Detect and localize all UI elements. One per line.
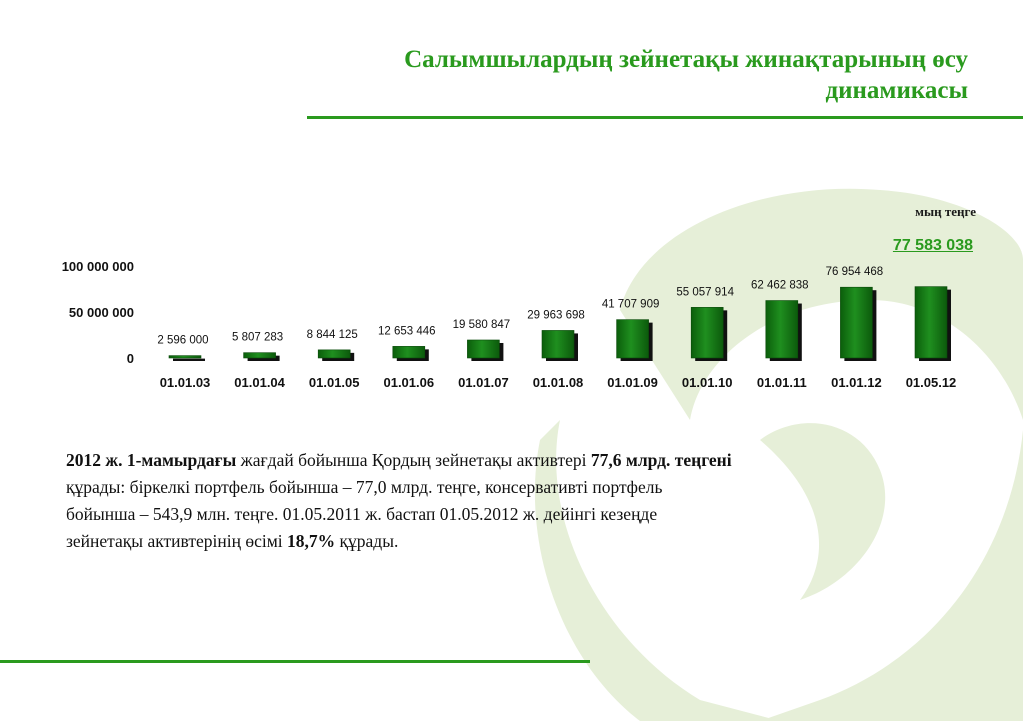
bars-group: [168, 286, 951, 361]
arc-decoration: [534, 420, 780, 721]
unit-label: мың теңге: [915, 204, 976, 219]
paragraph-line-2: құрады: біркелкі портфель бойынша – 77,0…: [66, 477, 663, 497]
page-title: Салымшылардың зейнетақы жинақтарының өсу…: [368, 44, 968, 106]
data-label: 41 707 909: [602, 299, 660, 311]
footer-line: [0, 660, 590, 663]
paragraph-text: жағдай бойынша Қордың зейнетақы активтер…: [236, 450, 591, 470]
arc-decoration-right: [760, 430, 1023, 721]
title-underline: [307, 116, 1023, 119]
data-label: 62 462 838: [751, 280, 809, 292]
bar: [914, 286, 948, 359]
x-tick-label: 01.01.03: [160, 375, 211, 390]
latest-value-highlight: 77 583 038: [892, 237, 973, 254]
paragraph-line-3: бойынша – 543,9 млн. теңге. 01.05.2011 ж…: [66, 504, 658, 524]
date-emphasis: 2012 ж. 1-мамырдағы: [66, 450, 237, 470]
x-tick-label: 01.01.05: [309, 375, 360, 390]
bar: [317, 349, 351, 359]
bar: [616, 319, 649, 359]
bar: [690, 307, 724, 359]
paragraph-text: құрады.: [335, 531, 399, 551]
bar: [467, 339, 500, 359]
bar-shadow: [173, 358, 205, 361]
bar: [243, 352, 276, 359]
leaf-decoration: [620, 188, 1023, 420]
bar: [840, 286, 873, 359]
x-tick-label: 01.01.04: [234, 375, 285, 390]
title-line-2: динамикасы: [825, 77, 968, 104]
x-tick-label: 01.01.09: [607, 375, 658, 390]
growth-emphasis: 18,7%: [287, 531, 336, 551]
data-labels-group: 2 596 000 5 807 283 8 844 125 12 653 446 19 …: [157, 266, 883, 346]
paragraph-line-1: 2012 ж. 1-мамырдағы жағдай бойынша Қорды…: [66, 447, 946, 474]
data-label: 8 844 125: [307, 329, 358, 341]
x-tick-label: 01.01.06: [383, 375, 434, 390]
x-tick-label: 01.01.10: [682, 375, 733, 390]
data-label: 29 963 698: [527, 309, 585, 321]
description-paragraph: 2012 ж. 1-мамырдағы жағдай бойынша Қорды…: [66, 447, 946, 555]
data-label: 55 057 914: [676, 286, 734, 298]
x-axis: 01.01.03 01.01.04 01.01.05 01.01.06 01.01.07…: [160, 375, 957, 390]
data-label: 76 954 468: [826, 266, 884, 278]
y-axis: 0 50 000 000 100 000 000: [62, 259, 134, 366]
paragraph-line-4: зейнетақы активтерінің өсімі 18,7% құрад…: [66, 528, 946, 555]
y-tick-label: 50 000 000: [69, 305, 134, 320]
amount-emphasis: 77,6 млрд. теңгені: [590, 450, 732, 470]
data-label: 5 807 283: [232, 332, 283, 344]
y-tick-label: 0: [127, 351, 134, 366]
data-label: 2 596 000: [157, 335, 208, 347]
x-tick-label: 01.01.11: [757, 375, 807, 390]
data-label: 12 653 446: [378, 325, 436, 337]
x-tick-label: 01.01.12: [831, 375, 882, 390]
bar: [392, 346, 426, 359]
bar: [541, 330, 575, 359]
x-tick-label: 01.01.08: [533, 375, 584, 390]
bar: [765, 300, 799, 359]
inner-leaf-decoration: [760, 423, 886, 600]
data-label: 19 580 847: [453, 319, 511, 331]
bar-shadow: [247, 355, 280, 361]
x-tick-label: 01.01.07: [458, 375, 509, 390]
x-tick-label: 01.05.12: [906, 375, 957, 390]
y-tick-label: 100 000 000: [62, 259, 134, 274]
title-line-1: Салымшылардың зейнетақы жинақтарының өсу: [404, 46, 968, 73]
paragraph-text: зейнетақы активтерінің өсімі: [66, 531, 288, 551]
bar: [168, 355, 202, 359]
